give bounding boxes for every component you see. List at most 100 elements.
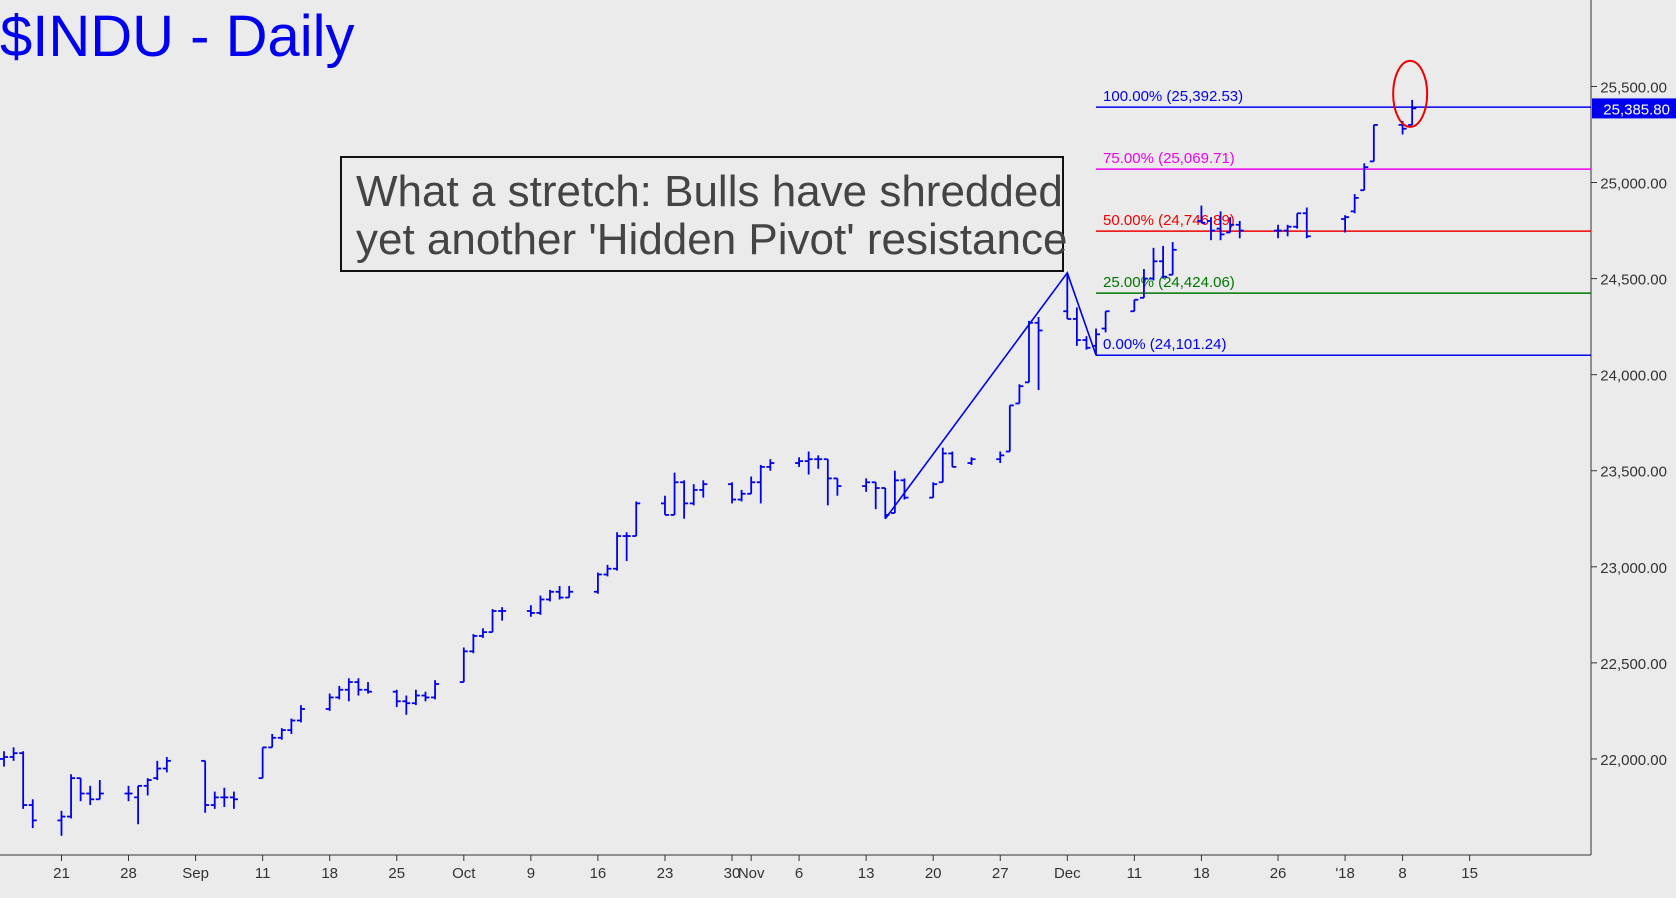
ohlc-bar <box>1408 99 1417 126</box>
ohlc-bar <box>670 472 679 516</box>
ohlc-bar <box>1159 245 1168 279</box>
date-tick-label: 21 <box>53 865 70 882</box>
ohlc-bar <box>392 689 401 708</box>
ohlc-bar <box>1216 211 1225 241</box>
ohlc-bar <box>201 759 210 813</box>
date-tick-label: 30 <box>724 865 741 882</box>
ohlc-bar <box>593 572 602 594</box>
fib-level-label: 75.00% (25,069.71) <box>1103 150 1235 167</box>
ohlc-bar <box>565 586 574 599</box>
ohlc-bar <box>536 595 545 615</box>
ohlc-bar <box>134 784 143 825</box>
ohlc-bar <box>1360 163 1369 192</box>
date-tick-label: 27 <box>992 865 1009 882</box>
ohlc-bar <box>1092 328 1101 356</box>
ohlc-bar <box>1341 215 1350 233</box>
ohlc-bar <box>210 791 219 809</box>
ohlc-bar <box>1130 298 1139 313</box>
date-tick-label: Sep <box>182 865 209 882</box>
date-tick-label: 6 <box>795 865 803 882</box>
ohlc-bar <box>1101 310 1110 333</box>
date-tick-label: 20 <box>925 865 942 882</box>
ohlc-bar <box>325 693 334 711</box>
ohlc-bar <box>890 470 899 514</box>
ohlc-bar <box>220 787 229 807</box>
date-tick-label: Oct <box>452 865 476 882</box>
ohlc-bar <box>1082 336 1091 350</box>
callout-line-2: yet another 'Hidden Pivot' resistance <box>356 215 1068 264</box>
price-tick-label: 24,500.00 <box>1600 272 1667 289</box>
ohlc-bar <box>469 634 478 654</box>
ohlc-bar <box>498 607 507 621</box>
fib-level-label: 100.00% (25,392.53) <box>1103 88 1243 105</box>
ohlc-bar <box>795 457 804 467</box>
ohlc-bar <box>603 564 612 577</box>
ohlc-bar <box>689 484 698 506</box>
ohlc-bar <box>124 785 133 802</box>
date-tick-label: 9 <box>527 865 535 882</box>
ohlc-bar <box>814 455 823 469</box>
date-tick-label: '18 <box>1335 865 1355 882</box>
ohlc-bar <box>86 785 95 806</box>
date-tick-label: Dec <box>1054 865 1081 882</box>
fib-level-label: 0.00% (24,101.24) <box>1103 336 1226 353</box>
ohlc-bar <box>1139 268 1148 299</box>
ohlc-bar <box>354 678 363 696</box>
ohlc-bar <box>1168 242 1177 276</box>
price-tick-label: 22,000.00 <box>1600 752 1667 769</box>
ohlc-bar <box>0 751 8 767</box>
ohlc-bar <box>478 628 487 638</box>
ohlc-bar <box>1369 123 1378 163</box>
ohlc-bar <box>488 609 497 634</box>
date-tick-label: 13 <box>858 865 875 882</box>
date-tick-label: 18 <box>1193 865 1210 882</box>
ohlc-bar <box>1226 217 1235 234</box>
ohlc-bar <box>622 532 631 562</box>
last-price-label: 25,385.80 <box>1603 101 1670 118</box>
ohlc-bar <box>756 464 765 504</box>
ohlc-bar <box>555 586 564 600</box>
chart-title: $INDU - Daily <box>0 4 355 69</box>
last-price-marker <box>1592 98 1676 119</box>
ohlc-bar <box>728 482 737 504</box>
price-tick-label: 25,000.00 <box>1600 176 1667 193</box>
ohlc-bar <box>19 751 28 809</box>
date-tick-label: 18 <box>321 865 338 882</box>
ohlc-bar <box>699 480 708 498</box>
ohlc-bar <box>1005 404 1014 453</box>
ohlc-bar <box>67 774 76 819</box>
ohlc-bar <box>95 780 104 801</box>
ohlc-bar <box>76 777 85 802</box>
ohlc-bar <box>1015 384 1024 405</box>
date-tick-label: 11 <box>1127 865 1143 882</box>
ohlc-bar <box>1024 320 1033 384</box>
price-tick-label: 24,000.00 <box>1600 368 1667 385</box>
ohlc-bar <box>1235 220 1244 239</box>
date-tick-label: 25 <box>388 865 405 882</box>
date-tick-label: Nov <box>738 865 765 882</box>
date-tick-label: 8 <box>1398 865 1406 882</box>
highlight-circle <box>1392 59 1429 128</box>
ohlc-bar <box>862 478 871 492</box>
ohlc-bar <box>411 689 420 706</box>
ohlc-bar <box>364 682 373 694</box>
ohlc-bar <box>287 718 296 734</box>
price-tick-label: 23,000.00 <box>1600 560 1667 577</box>
ohlc-bar <box>967 457 976 465</box>
ohlc-bar <box>431 680 440 700</box>
price-tick-label: 25,500.00 <box>1600 79 1667 96</box>
ohlc-bar <box>1274 224 1283 239</box>
callout-line-1: What a stretch: Bulls have shredded <box>356 167 1063 216</box>
annotation-callout: What a stretch: Bulls have shredded yet … <box>340 156 1068 272</box>
ohlc-bar <box>871 481 880 510</box>
ohlc-bar <box>546 589 555 602</box>
ohlc-bar <box>268 733 277 749</box>
ohlc-bar <box>1149 247 1158 281</box>
date-tick-label: 26 <box>1270 865 1287 882</box>
ohlc-bar <box>929 482 938 499</box>
ohlc-bar <box>833 477 842 496</box>
ohlc-bar <box>143 778 152 796</box>
ohlc-bar <box>1197 205 1206 224</box>
ohlc-bar <box>296 705 305 723</box>
ohlc-bar <box>162 757 171 773</box>
